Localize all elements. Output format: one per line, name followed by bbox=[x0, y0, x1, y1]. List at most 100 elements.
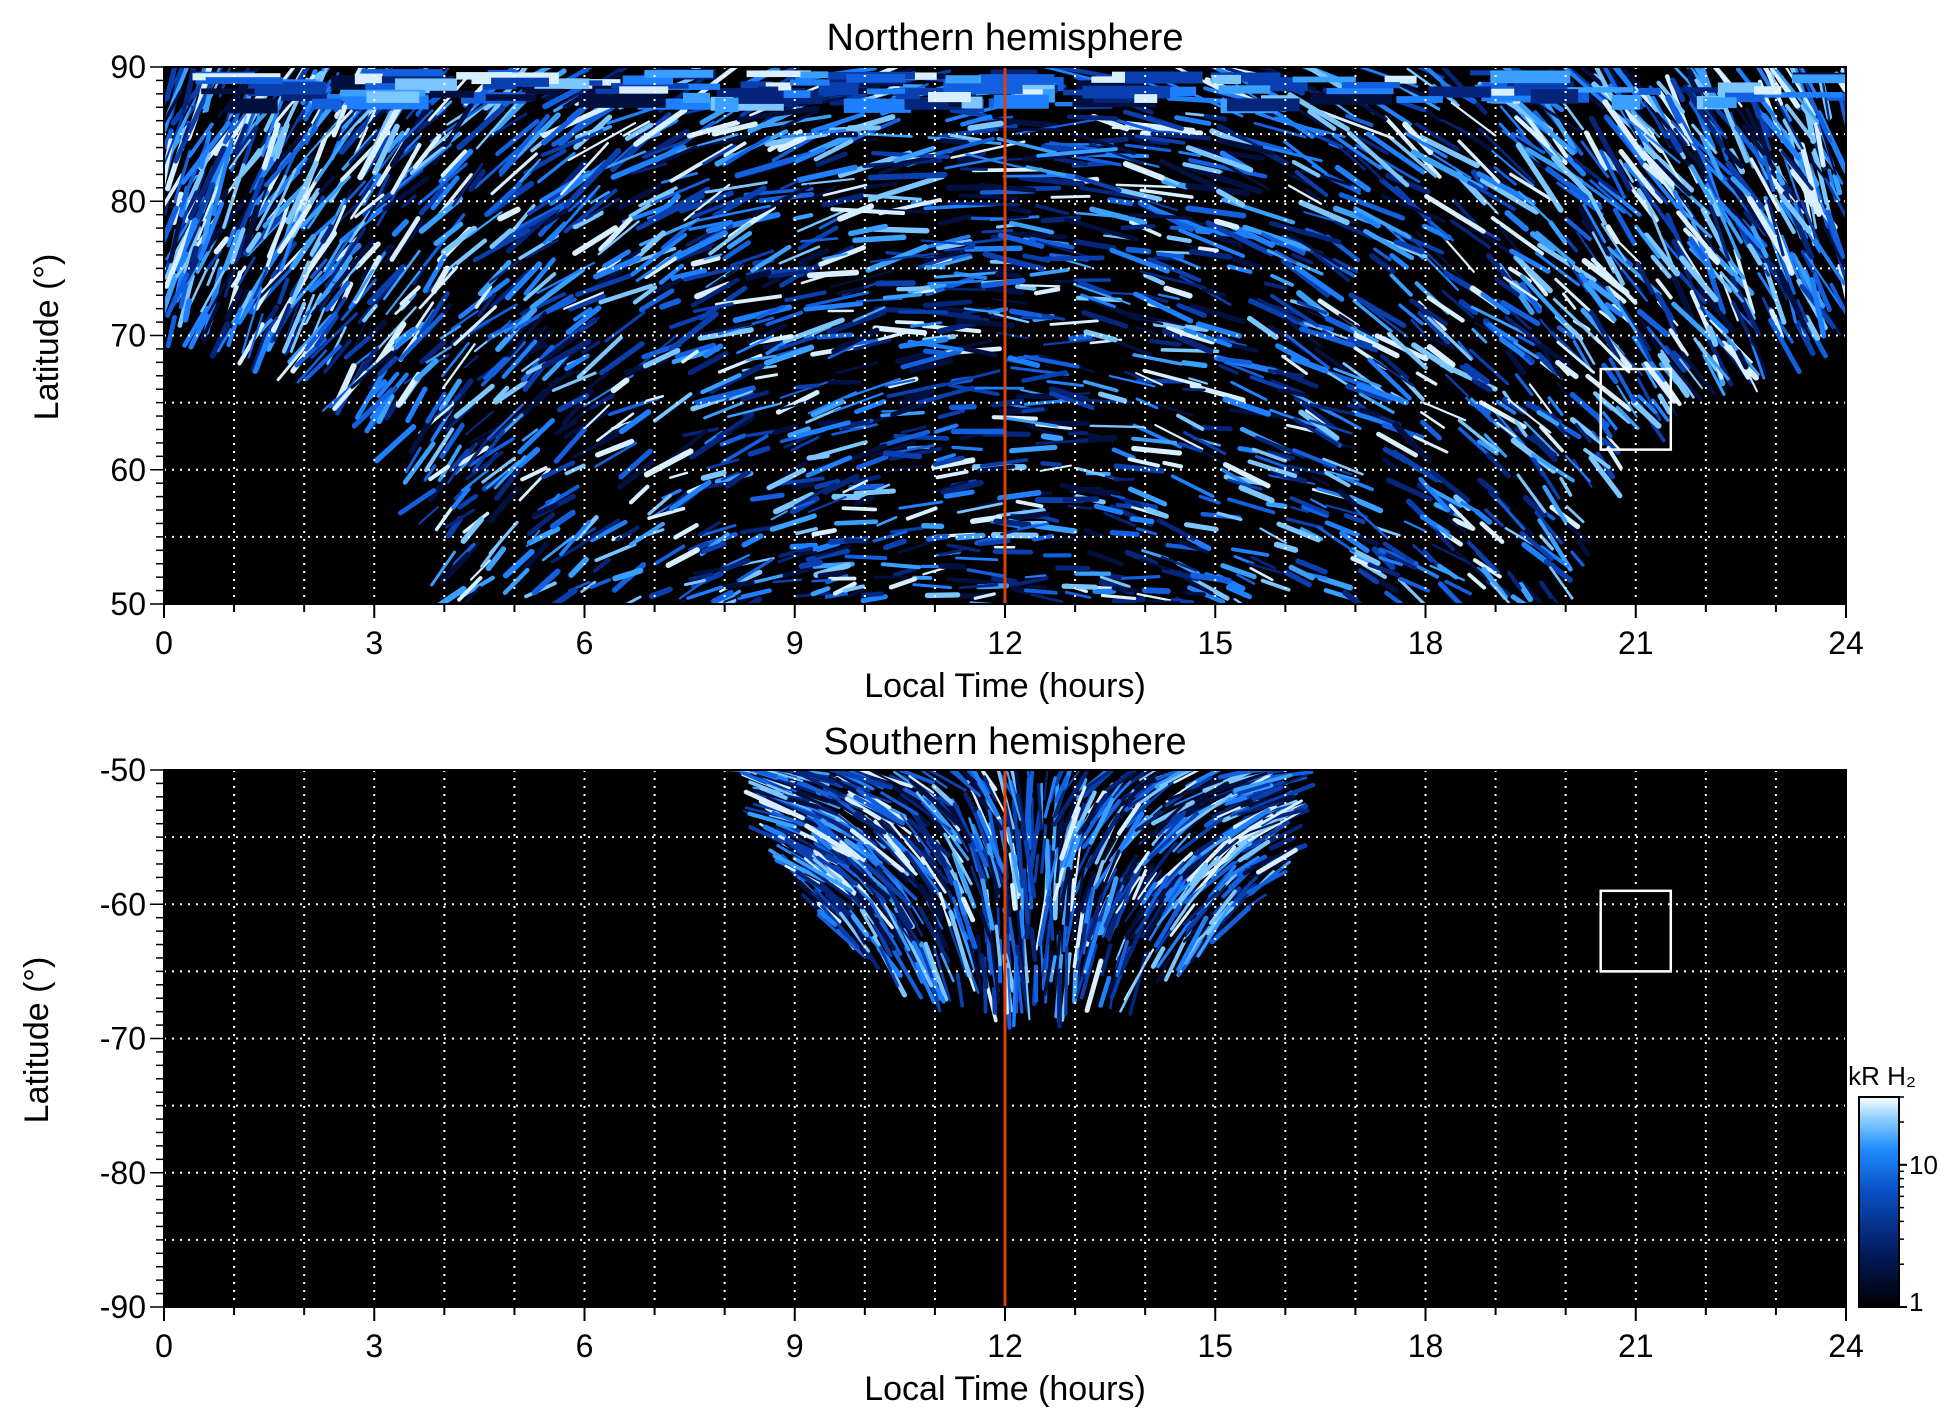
emission-streak bbox=[1098, 975, 1112, 1008]
emission-streak bbox=[1470, 305, 1527, 335]
emission-streak bbox=[1085, 812, 1121, 869]
emission-streak bbox=[1088, 142, 1145, 166]
emission-streak bbox=[1047, 812, 1065, 874]
emission-streak bbox=[847, 443, 888, 463]
emission-streak bbox=[596, 412, 635, 442]
emission-streak bbox=[1412, 544, 1433, 563]
emission-streak bbox=[642, 347, 681, 369]
emission-streak bbox=[1033, 522, 1078, 534]
emission-streak bbox=[1052, 867, 1065, 902]
emission-streak bbox=[1224, 361, 1265, 379]
emission-streak bbox=[771, 810, 834, 838]
emission-streak bbox=[1146, 294, 1169, 304]
emission-streak bbox=[1143, 875, 1169, 916]
emission-streak bbox=[1578, 67, 1604, 87]
emission-streak bbox=[437, 444, 462, 482]
emission-streak bbox=[324, 227, 367, 289]
emission-streak bbox=[692, 302, 734, 313]
emission-streak bbox=[1023, 588, 1058, 595]
emission-streak bbox=[1121, 575, 1161, 580]
emission-streak bbox=[797, 879, 823, 905]
emission-streak bbox=[1053, 770, 1065, 787]
emission-streak bbox=[899, 813, 931, 854]
emission-streak bbox=[1602, 99, 1648, 161]
emission-streak bbox=[222, 229, 242, 272]
emission-streak bbox=[1516, 473, 1547, 514]
emission-streak bbox=[999, 510, 1051, 523]
emission-streak bbox=[837, 203, 875, 222]
emission-streak bbox=[595, 438, 635, 458]
emission-streak bbox=[1296, 300, 1328, 315]
emission-streak bbox=[1195, 321, 1242, 339]
emission-streak bbox=[1458, 299, 1479, 316]
emission-streak bbox=[1384, 590, 1406, 604]
emission-streak bbox=[489, 340, 526, 378]
emission-streak bbox=[1046, 379, 1085, 388]
emission-streak bbox=[1299, 326, 1356, 348]
emission-streak bbox=[1609, 253, 1649, 302]
emission-streak bbox=[1598, 310, 1615, 324]
emission-streak bbox=[1086, 549, 1125, 567]
emission-streak bbox=[840, 780, 871, 793]
emission-streak bbox=[618, 448, 653, 480]
emission-streak bbox=[549, 587, 578, 604]
emission-streak bbox=[1155, 812, 1181, 839]
emission-streak bbox=[1429, 220, 1454, 242]
emission-streak bbox=[1289, 496, 1330, 516]
emission-streak bbox=[281, 301, 307, 354]
emission-streak bbox=[958, 193, 1018, 201]
emission-streak bbox=[1435, 530, 1456, 552]
emission-streak bbox=[398, 312, 445, 361]
emission-streak bbox=[906, 871, 944, 921]
emission-streak bbox=[1176, 413, 1205, 431]
emission-streak bbox=[1588, 455, 1623, 499]
emission-streak bbox=[815, 440, 868, 458]
emission-streak bbox=[1086, 887, 1106, 942]
emission-streak bbox=[1145, 507, 1169, 519]
emission-streak bbox=[1002, 416, 1059, 428]
emission-streak bbox=[574, 273, 632, 297]
emission-streak bbox=[549, 509, 576, 530]
south-emission-streaks bbox=[717, 770, 1316, 1035]
emission-streak bbox=[736, 558, 773, 582]
emission-streak bbox=[820, 904, 860, 950]
emission-streak bbox=[719, 132, 757, 145]
emission-streak bbox=[439, 551, 472, 584]
emission-streak bbox=[767, 269, 809, 279]
y-tick-label: 70 bbox=[110, 318, 146, 354]
emission-streak bbox=[307, 201, 327, 230]
emission-streak bbox=[1077, 280, 1112, 297]
emission-streak bbox=[813, 138, 854, 162]
emission-streak bbox=[923, 941, 949, 1002]
emission-streak bbox=[299, 155, 315, 174]
emission-streak bbox=[1163, 876, 1183, 903]
emission-streak bbox=[883, 450, 923, 460]
emission-streak bbox=[789, 542, 819, 550]
emission-streak bbox=[935, 136, 995, 156]
emission-streak bbox=[1576, 231, 1597, 260]
emission-streak bbox=[224, 288, 244, 322]
emission-streak bbox=[789, 770, 836, 784]
y-tick-label: -50 bbox=[100, 752, 146, 788]
emission-patch bbox=[1062, 89, 1135, 96]
emission-streak bbox=[1081, 802, 1099, 833]
emission-streak bbox=[1155, 770, 1180, 781]
emission-streak bbox=[559, 520, 591, 557]
emission-streak bbox=[1829, 282, 1846, 318]
emission-streak bbox=[847, 915, 867, 945]
emission-streak bbox=[1176, 817, 1224, 854]
emission-streak bbox=[434, 506, 454, 532]
emission-streak bbox=[882, 292, 923, 300]
emission-streak bbox=[1265, 501, 1288, 509]
emission-patch bbox=[229, 98, 278, 114]
emission-streak bbox=[1083, 528, 1106, 539]
emission-streak bbox=[1190, 937, 1208, 963]
emission-streak bbox=[926, 255, 973, 271]
emission-streak bbox=[1170, 881, 1191, 901]
emission-streak bbox=[198, 201, 225, 261]
emission-streak bbox=[762, 824, 787, 839]
emission-streak bbox=[815, 544, 851, 558]
emission-streak bbox=[771, 120, 842, 162]
x-tick-label: 21 bbox=[1618, 1328, 1654, 1364]
